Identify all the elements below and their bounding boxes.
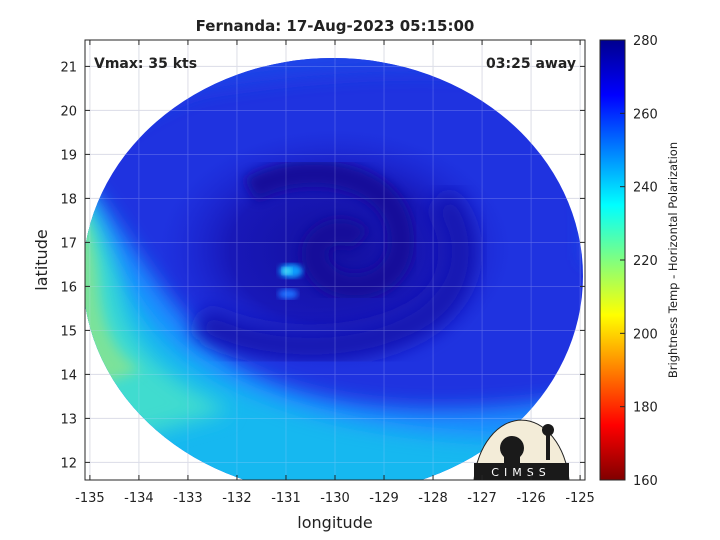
y-tick-label: 13 <box>60 412 77 427</box>
x-tick-label: -126 <box>516 491 546 506</box>
x-tick-label: -133 <box>173 491 203 506</box>
x-axis-label: longitude <box>297 513 372 532</box>
x-tick-label: -130 <box>320 491 350 506</box>
y-tick-label: 14 <box>60 368 77 383</box>
x-tick-label: -135 <box>75 491 105 506</box>
y-tick-label: 17 <box>60 236 77 251</box>
colorbar: 160 180 200 220 240 260 280 Brightness Temp - … <box>599 34 680 489</box>
cimss-logo: CIMSS <box>473 419 570 481</box>
y-axis-ticks: 12 13 14 15 16 17 18 19 20 21 <box>60 60 585 471</box>
plot-area: Vmax: 35 kts 03:25 away CIMSS -135 -134 -1… <box>60 39 595 506</box>
colorbar-tick-label: 240 <box>633 181 658 196</box>
x-tick-label: -129 <box>369 491 399 506</box>
y-axis-label: latitude <box>32 229 51 290</box>
time-away-annotation: 03:25 away <box>486 56 576 72</box>
x-tick-label: -134 <box>124 491 154 506</box>
x-tick-label: -131 <box>271 491 301 506</box>
y-tick-label: 12 <box>60 456 77 471</box>
colorbar-tick-label: 160 <box>633 474 658 489</box>
colorbar-tick-label: 200 <box>633 327 658 342</box>
colorbar-tick-label: 220 <box>633 254 658 269</box>
colorbar-tick-label: 180 <box>633 401 658 416</box>
colorbar-tick-label: 280 <box>633 34 658 49</box>
colorbar-label: Brightness Temp - Horizontal Polarizatio… <box>666 142 680 378</box>
x-tick-label: -128 <box>418 491 448 506</box>
y-tick-label: 20 <box>60 104 77 119</box>
chart-title: Fernanda: 17-Aug-2023 05:15:00 <box>196 17 475 35</box>
y-tick-label: 19 <box>60 148 77 163</box>
vmax-annotation: Vmax: 35 kts <box>94 56 197 72</box>
x-axis-ticks: -135 -134 -133 -132 -131 -130 -129 -128 -127 -126… <box>75 40 595 506</box>
x-tick-label: -127 <box>467 491 497 506</box>
y-tick-label: 16 <box>60 280 77 295</box>
y-tick-label: 15 <box>60 324 77 339</box>
logo-text: CIMSS <box>491 466 550 479</box>
y-tick-label: 18 <box>60 192 77 207</box>
y-tick-label: 21 <box>60 60 77 75</box>
x-tick-label: -125 <box>565 491 595 506</box>
x-tick-label: -132 <box>222 491 252 506</box>
colorbar-ticks: 160 180 200 220 240 260 280 <box>620 34 658 489</box>
swath-image <box>85 58 583 480</box>
colorbar-tick-label: 260 <box>633 107 658 122</box>
